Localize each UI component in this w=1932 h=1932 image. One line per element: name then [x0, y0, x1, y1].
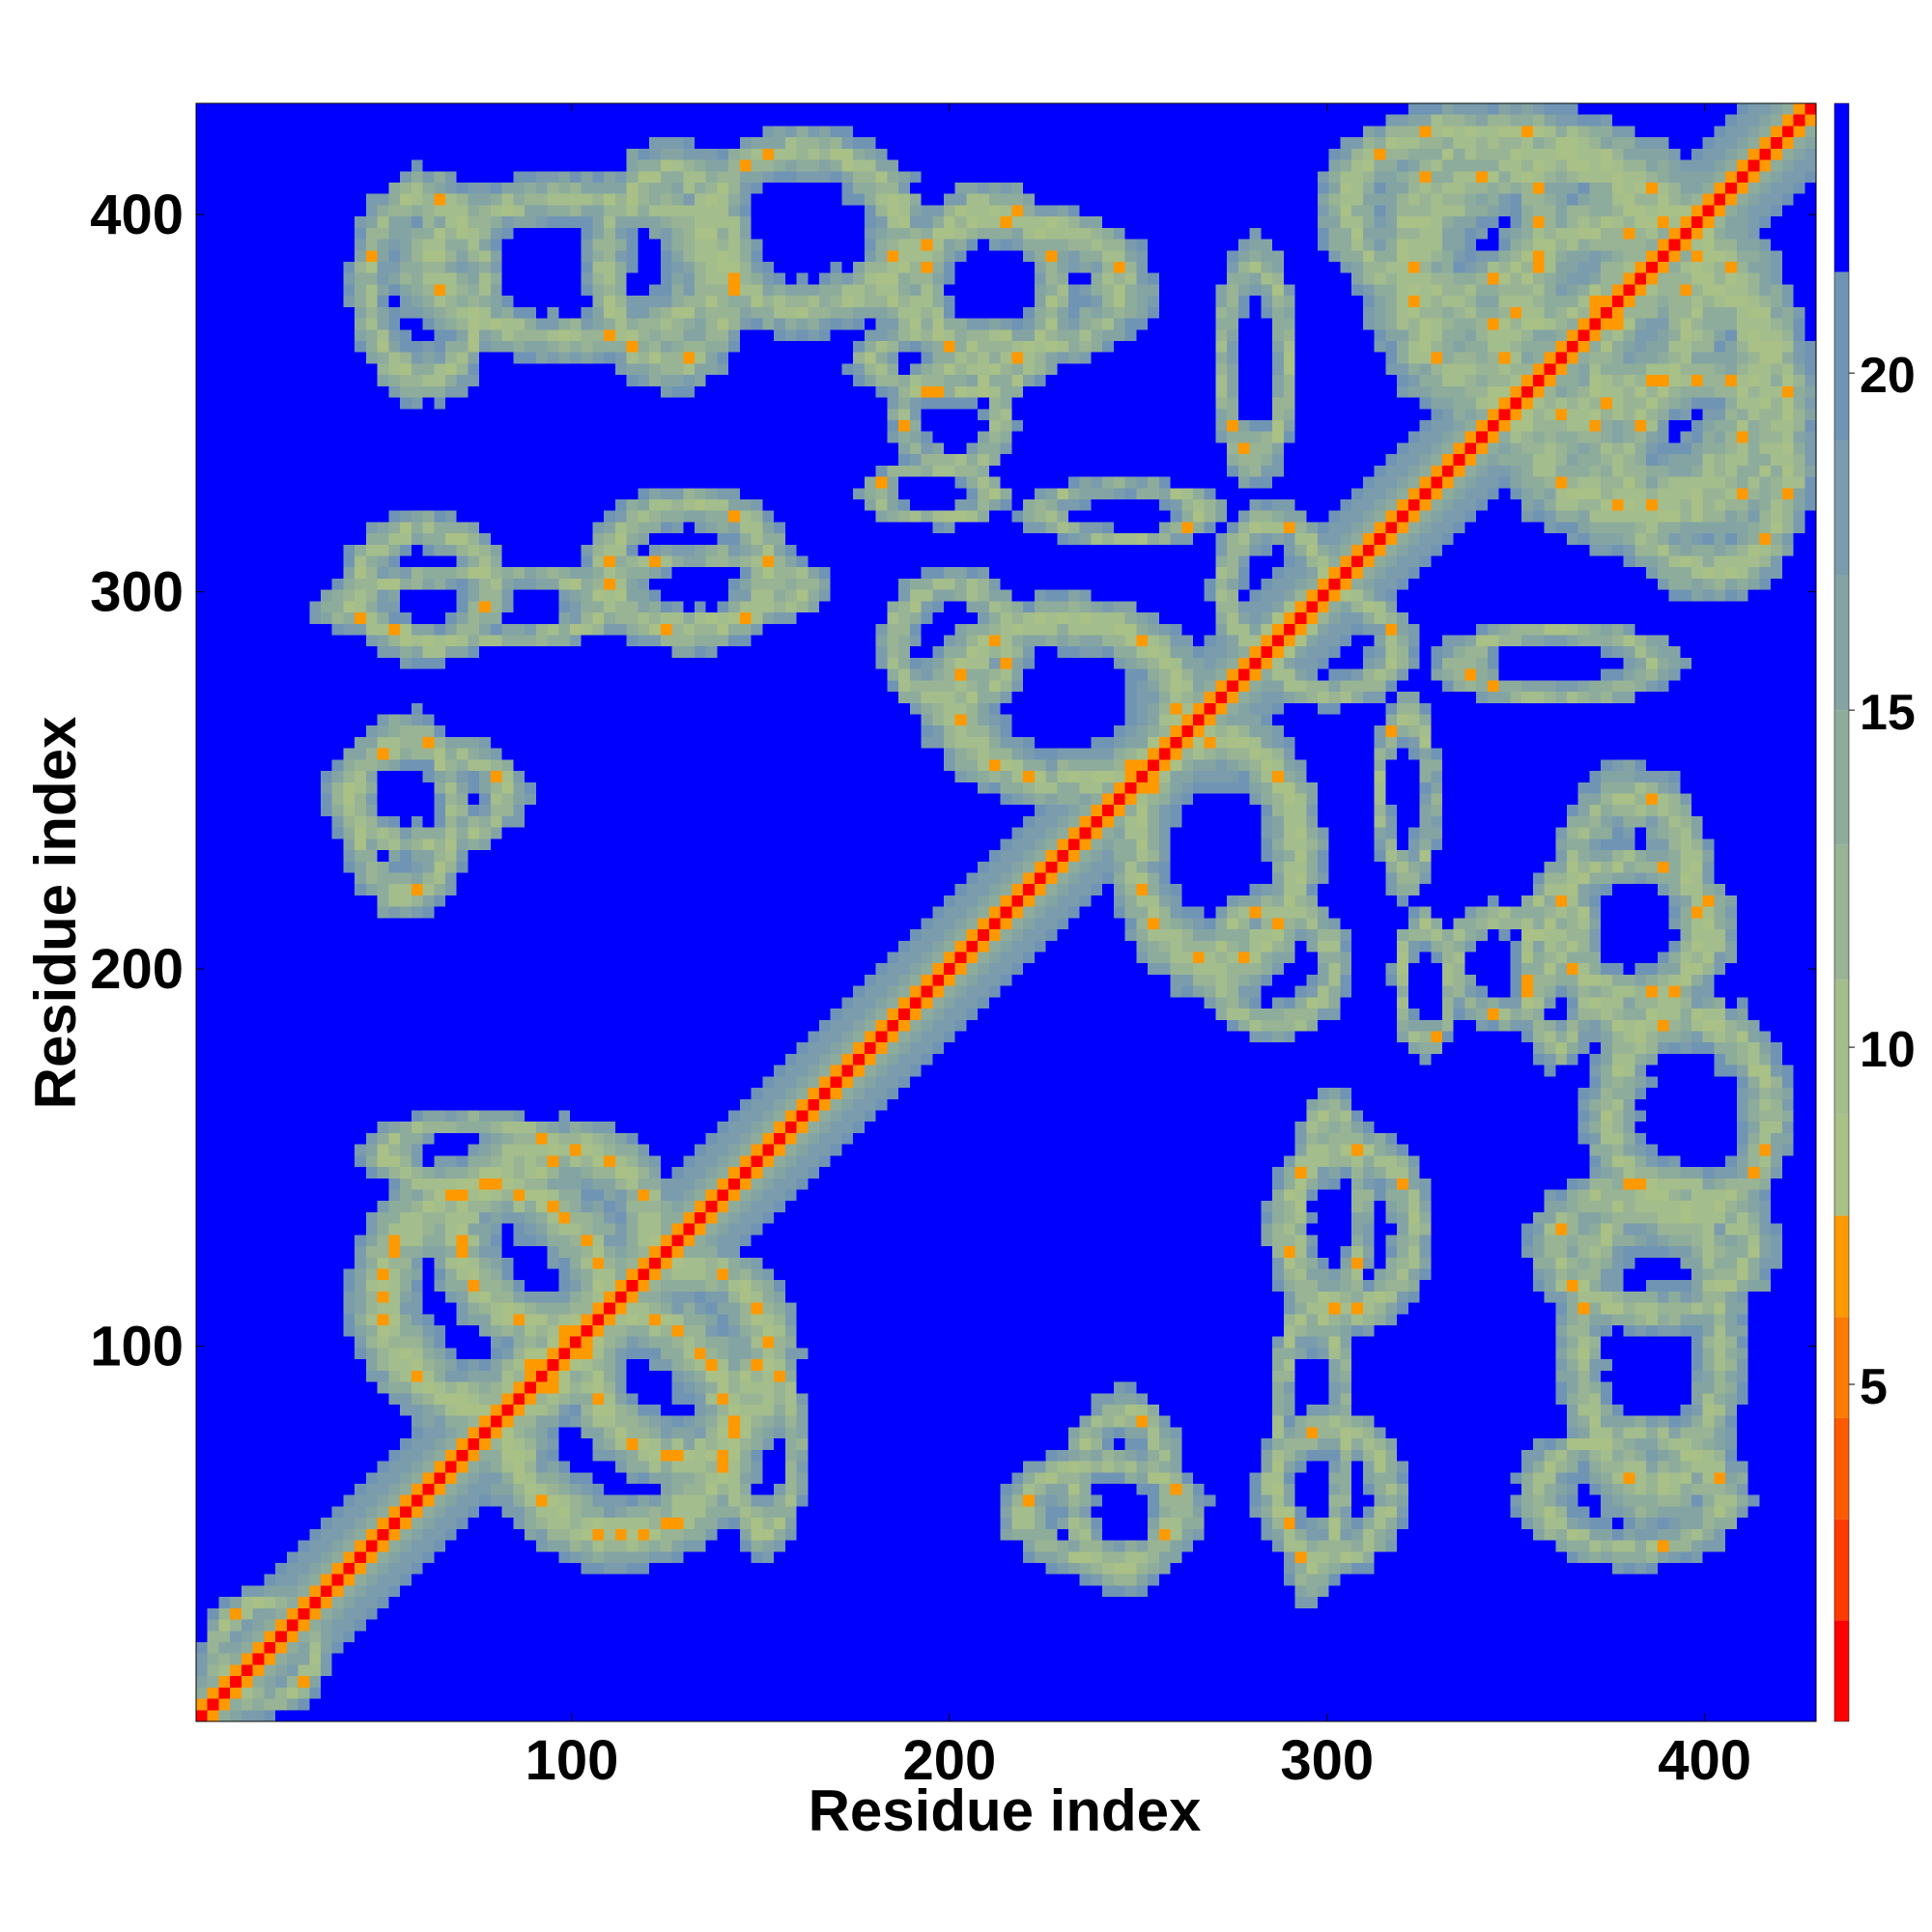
- x-tick-label: 200: [902, 1729, 996, 1792]
- y-axis-title: Residue index: [23, 717, 88, 1110]
- colorbar-segment: [1834, 1620, 1849, 1721]
- colorbar-segment: [1834, 1114, 1849, 1216]
- colorbar-segment: [1834, 844, 1849, 980]
- y-tick-label: 400: [90, 184, 184, 246]
- colorbar-segment: [1834, 1317, 1849, 1418]
- colorbar: 5 10 15 20: [1833, 102, 1916, 1722]
- plot-frame: [195, 102, 1817, 1722]
- colorbar-segment: [1834, 271, 1849, 440]
- colorbar-segment: [1834, 1215, 1849, 1318]
- axes: 100 200 300 400 100 200 300 400: [90, 103, 1816, 1792]
- colorbar-segment: [1834, 440, 1849, 576]
- colorbar-tick-label: 5: [1860, 1359, 1888, 1415]
- colorbar-frame: [1833, 102, 1850, 1722]
- y-tick-label: 200: [90, 938, 184, 1001]
- colorbar-segment: [1834, 1519, 1849, 1621]
- heatmap-image: [196, 103, 1816, 1721]
- colorbar-segment: [1834, 1417, 1849, 1520]
- colorbar-segment: [1834, 103, 1849, 272]
- heatmap-cells: [196, 103, 1816, 1721]
- colorbar-segment: [1834, 710, 1849, 845]
- x-axis-title: Residue index: [809, 1778, 1202, 1843]
- y-tick-label: 300: [90, 561, 184, 624]
- x-tick-label: 400: [1658, 1729, 1751, 1792]
- x-tick-label: 100: [526, 1729, 619, 1792]
- colorbar-segment: [1834, 575, 1849, 711]
- colorbar-tick-label: 10: [1860, 1022, 1916, 1078]
- colorbar-tick-label: 20: [1860, 348, 1916, 404]
- colorbar-segment: [1834, 980, 1849, 1115]
- y-tick-label: 100: [90, 1316, 184, 1378]
- colorbar-tick-label: 15: [1860, 685, 1916, 741]
- x-tick-label: 300: [1280, 1729, 1374, 1792]
